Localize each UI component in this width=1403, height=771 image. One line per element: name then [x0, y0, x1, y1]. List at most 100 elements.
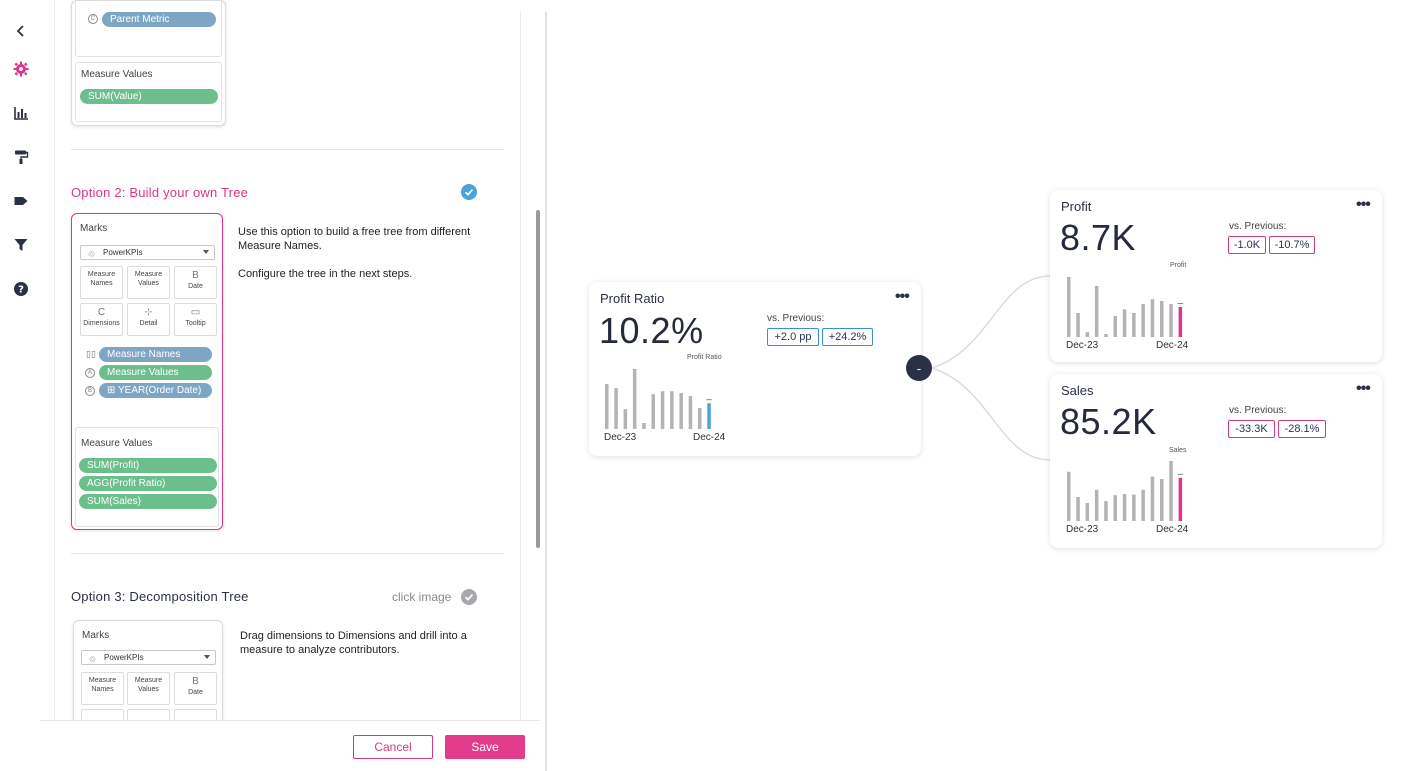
marks-label: Marks: [80, 223, 108, 234]
sparkline-bar: [679, 393, 683, 429]
marks-type-dropdown: ♲ PowerKPIs: [81, 650, 216, 665]
sparkline-bar: [1094, 489, 1099, 521]
kpi-value: 10.2%: [599, 310, 704, 351]
date-box: B Date: [174, 266, 217, 299]
delta-absolute-badge: +2.0 pp: [767, 328, 819, 346]
sparkline-label: Profit: [1170, 262, 1187, 269]
click-image-hint: click image: [392, 590, 452, 604]
measure-names-pill: Measure Names: [99, 347, 212, 362]
sparkline-bar: [1178, 307, 1183, 337]
back-icon[interactable]: [12, 22, 30, 40]
panel-scrollbar[interactable]: [536, 210, 540, 548]
kpi-node-profit-ratio[interactable]: Profit Ratio ••• 10.2% vs. Previous: +2.…: [589, 282, 921, 456]
measure-values-label: Measure Values: [81, 69, 153, 80]
option1-measure-values: Measure Values SUM(Value): [75, 62, 222, 122]
sparkline-bar: [1113, 316, 1117, 337]
option2-image[interactable]: Marks ♲ PowerKPIs Measure Names Measure Va…: [71, 213, 223, 530]
check-circle-icon: [461, 184, 477, 200]
measure-values-pill: Measure Values: [99, 365, 212, 380]
sparkline-bar: [1104, 334, 1108, 337]
vs-previous-label: vs. Previous:: [1229, 221, 1287, 232]
option3-description: Drag dimensions to Dimensions and drill …: [240, 630, 467, 656]
filter-icon[interactable]: [12, 236, 30, 254]
x-axis-end: Dec-24: [1156, 524, 1189, 535]
sparkline-bar: [670, 391, 674, 429]
sparkline-bar: [605, 384, 609, 429]
paint-roller-icon[interactable]: [12, 148, 30, 166]
kpi-node-profit[interactable]: Profit ••• 8.7K vs. Previous: -1.0K -10.…: [1050, 190, 1382, 362]
option2-configure-note: Configure the tree in the next steps.: [238, 268, 413, 280]
sparkline-chart: [1067, 277, 1184, 337]
sparkline-bar: [1122, 309, 1127, 337]
divider: [71, 553, 504, 554]
sparkline-bar: [1094, 286, 1099, 337]
kpi-title: Profit Ratio: [600, 291, 665, 306]
option1-shelf: C Parent Metric: [75, 1, 222, 57]
option2-measure-values: Measure Values SUM(Profit) AGG(Profit Ra…: [75, 427, 219, 527]
sum-sales-pill: SUM(Sales): [79, 494, 217, 509]
option3-image[interactable]: Marks ♲ PowerKPIs Measure Names Measure Va…: [73, 620, 223, 730]
a-icon: A: [85, 368, 95, 378]
sparkline-bar: [1132, 494, 1136, 521]
b-icon: B: [85, 386, 95, 396]
sparkline-chart: [1067, 461, 1184, 521]
kpi-title: Sales: [1061, 383, 1094, 398]
panel-edge: [545, 12, 547, 771]
cancel-button[interactable]: Cancel: [353, 735, 433, 759]
sparkline-previous-marker: [1177, 473, 1184, 475]
save-button[interactable]: Save: [445, 735, 525, 759]
sparkline-bar: [707, 403, 711, 429]
check-circle-icon: [461, 589, 477, 605]
measure-values-box: Measure Values: [127, 672, 170, 705]
more-options-icon[interactable]: •••: [1356, 380, 1371, 397]
sparkline-bar: [1085, 332, 1090, 337]
x-axis-start: Dec-23: [1066, 524, 1099, 535]
delta-absolute-badge: -1.0K: [1228, 236, 1266, 254]
x-axis-start: Dec-23: [604, 432, 637, 443]
option3-title[interactable]: Option 3: Decomposition Tree: [71, 589, 249, 604]
kpi-node-sales[interactable]: Sales ••• 85.2K vs. Previous: -33.3K -28…: [1050, 374, 1382, 548]
sparkline-bar: [642, 423, 646, 429]
kpi-value: 85.2K: [1060, 401, 1157, 442]
x-axis-start: Dec-23: [1066, 340, 1099, 351]
option1-image[interactable]: C Parent Metric Measure Values SUM(Value…: [71, 0, 226, 126]
sparkline-bar: [1067, 277, 1071, 337]
sparkline-bar: [1104, 501, 1108, 521]
marks-type-dropdown: ♲ PowerKPIs: [80, 245, 215, 260]
measure-values-label: Measure Values: [81, 438, 153, 449]
kpi-value: 8.7K: [1060, 217, 1137, 258]
sparkline-bar: [1150, 476, 1155, 521]
sparkline-bar: [1122, 494, 1127, 521]
sparkline-bar: [1169, 461, 1173, 521]
sparkline-bar: [651, 394, 655, 429]
more-options-icon[interactable]: •••: [895, 288, 910, 305]
shapes-icon: ♲: [88, 250, 96, 259]
chevron-down-icon: [204, 655, 210, 659]
x-axis-end: Dec-24: [693, 432, 726, 443]
agg-profit-ratio-pill: AGG(Profit Ratio): [79, 476, 217, 491]
dimensions-box: [81, 709, 124, 729]
marks-label: Marks: [82, 630, 110, 641]
delta-percent-badge: -28.1%: [1278, 420, 1326, 438]
vs-previous-label: vs. Previous:: [1229, 405, 1287, 416]
sparkline-bar: [1160, 301, 1164, 337]
gear-icon[interactable]: [12, 60, 30, 78]
sparkline-bar: [1178, 477, 1183, 521]
option2-title[interactable]: Option 2: Build your own Tree: [71, 185, 249, 200]
more-options-icon[interactable]: •••: [1356, 196, 1371, 213]
help-icon[interactable]: ?: [12, 280, 30, 298]
panel-divider: [54, 0, 55, 771]
bar-chart-icon[interactable]: [12, 104, 30, 122]
collapse-node-button[interactable]: -: [906, 355, 932, 381]
sparkline-bar: [1113, 495, 1117, 521]
sparkline-bar: [623, 409, 628, 429]
measure-names-box: Measure Names: [81, 672, 124, 705]
tag-icon[interactable]: [12, 192, 30, 210]
sparkline-label: Profit Ratio: [687, 354, 722, 361]
sparkline-bar: [1150, 299, 1155, 337]
sparkline-bar: [660, 391, 665, 429]
date-box: B Date: [174, 672, 217, 705]
columns-icon: ▯▯: [86, 349, 96, 359]
parent-metric-pill: Parent Metric: [102, 12, 216, 27]
sparkline-bar: [1141, 304, 1145, 337]
